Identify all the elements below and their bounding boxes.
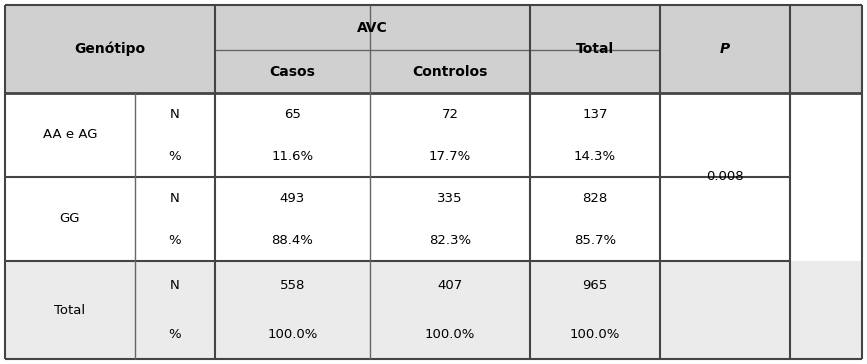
- Text: %: %: [169, 328, 181, 341]
- Text: N: N: [170, 107, 179, 120]
- Text: 72: 72: [441, 107, 459, 120]
- Bar: [5, 261, 660, 359]
- Bar: [790, 261, 862, 359]
- Text: 100.0%: 100.0%: [267, 328, 317, 341]
- Bar: [5, 5, 660, 93]
- Bar: [5, 177, 660, 261]
- Bar: [660, 261, 790, 359]
- Text: 407: 407: [437, 279, 463, 292]
- Text: 335: 335: [437, 191, 463, 205]
- Text: Genótipo: Genótipo: [75, 42, 146, 56]
- Text: %: %: [169, 233, 181, 246]
- Text: 0.008: 0.008: [707, 170, 744, 183]
- Text: 493: 493: [280, 191, 305, 205]
- Text: 85.7%: 85.7%: [574, 233, 616, 246]
- Text: 65: 65: [284, 107, 301, 120]
- Text: AVC: AVC: [357, 20, 388, 35]
- Bar: [660, 177, 790, 261]
- Text: N: N: [170, 279, 179, 292]
- Bar: [790, 5, 862, 93]
- Text: 965: 965: [583, 279, 608, 292]
- Text: GG: GG: [60, 213, 81, 226]
- Text: Total: Total: [576, 42, 614, 56]
- Bar: [660, 93, 790, 177]
- Text: AA e AG: AA e AG: [42, 128, 97, 142]
- Text: 137: 137: [583, 107, 608, 120]
- Text: 558: 558: [280, 279, 305, 292]
- Text: 100.0%: 100.0%: [425, 328, 475, 341]
- Text: %: %: [169, 150, 181, 162]
- Text: 17.7%: 17.7%: [429, 150, 471, 162]
- Bar: [790, 93, 862, 177]
- Bar: [790, 177, 862, 261]
- Text: 82.3%: 82.3%: [429, 233, 471, 246]
- Text: 14.3%: 14.3%: [574, 150, 616, 162]
- Text: Casos: Casos: [270, 64, 316, 79]
- Text: Total: Total: [55, 304, 86, 317]
- Text: P: P: [720, 42, 730, 56]
- Text: 828: 828: [583, 191, 608, 205]
- Text: 100.0%: 100.0%: [570, 328, 620, 341]
- Text: 11.6%: 11.6%: [271, 150, 314, 162]
- Bar: [660, 5, 790, 93]
- Text: 88.4%: 88.4%: [271, 233, 314, 246]
- Bar: [5, 93, 660, 177]
- Text: N: N: [170, 191, 179, 205]
- Text: Controlos: Controlos: [413, 64, 487, 79]
